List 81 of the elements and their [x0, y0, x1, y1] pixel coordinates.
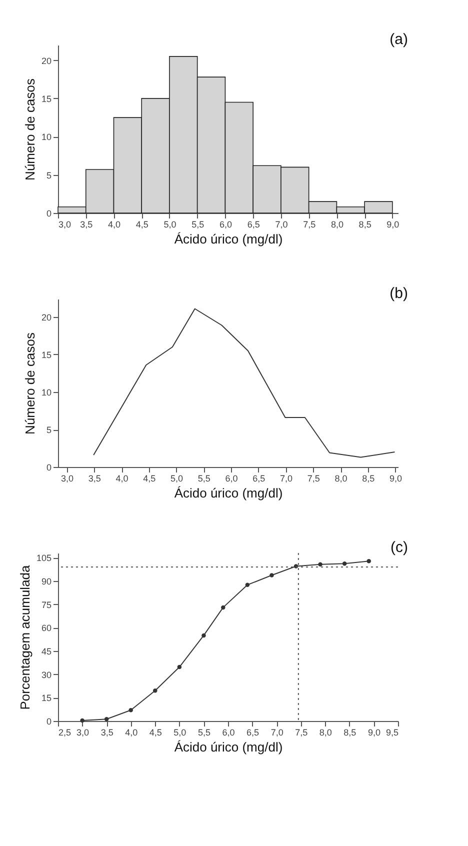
- y-tick-label: 15: [41, 350, 52, 360]
- y-tick-label: 0: [46, 716, 52, 726]
- point: [153, 688, 158, 693]
- x-tick-label: 3,5: [80, 220, 93, 230]
- x-tick-label: 3,0: [76, 728, 90, 738]
- x-tick-label: 7,0: [280, 474, 293, 484]
- x-tick-label: 4,5: [143, 474, 156, 484]
- x-tick-label: 9,5: [386, 728, 398, 738]
- x-tick-label: 6,5: [247, 220, 260, 230]
- x-tick-label: 6,0: [222, 728, 235, 738]
- x-tick-label: 2,5: [58, 728, 72, 738]
- point: [342, 561, 347, 566]
- x-tick-label: 6,5: [246, 728, 260, 738]
- x-tick-label: 8,0: [334, 474, 348, 484]
- y-tick-label: 15: [41, 94, 52, 104]
- x-tick-label: 8,0: [319, 728, 332, 738]
- x-axis-title: Ácido úrico (mg/dl): [174, 740, 283, 754]
- y-tick-label: 105: [36, 553, 52, 564]
- y-tick-label: 30: [41, 670, 52, 680]
- y-tick-label: 5: [46, 425, 52, 435]
- x-tick-label: 4,0: [125, 728, 138, 738]
- y-tick-label: 15: [41, 693, 52, 704]
- point: [80, 718, 84, 723]
- x-tick-label: 9,0: [368, 728, 380, 738]
- point: [128, 708, 133, 712]
- y-tick-label: 20: [41, 56, 52, 66]
- x-tick-label: 8,5: [344, 728, 356, 738]
- annotation: (b): [390, 285, 408, 302]
- x-tick-label: 6,0: [219, 220, 232, 230]
- y-tick-label: 45: [41, 646, 52, 656]
- x-tick-label: 4,5: [149, 728, 162, 738]
- y-tick-label: 0: [46, 208, 52, 218]
- x-tick-label: 3,0: [58, 220, 72, 230]
- point: [318, 562, 322, 566]
- y-axis-title: Número de casos: [22, 332, 38, 434]
- x-tick-label: 5,5: [198, 728, 210, 738]
- y-tick-label: 10: [41, 132, 52, 142]
- y-tick-label: 20: [41, 312, 52, 322]
- point: [245, 582, 250, 588]
- x-tick-label: 7,0: [270, 728, 284, 738]
- x-tick-label: 6,0: [225, 474, 238, 484]
- x-tick-label: 7,0: [275, 220, 288, 230]
- x-tick-label: 4,5: [136, 220, 148, 230]
- x-tick-label: 7,5: [295, 728, 308, 738]
- x-tick-label: 5,0: [174, 728, 186, 738]
- y-tick-label: 5: [46, 170, 52, 180]
- y-tick-label: 75: [41, 600, 52, 610]
- point: [177, 664, 182, 670]
- x-tick-label: 3,5: [100, 728, 114, 738]
- x-tick-label: 7,5: [307, 474, 320, 484]
- point: [202, 633, 206, 638]
- x-tick-label: 6,5: [252, 474, 266, 484]
- x-tick-label: 3,0: [61, 474, 74, 484]
- x-tick-label: 8,5: [362, 474, 375, 484]
- x-tick-label: 5,5: [192, 220, 204, 230]
- point: [104, 717, 109, 722]
- x-tick-label: 9,0: [390, 474, 402, 484]
- x-axis-title: Ácido úrico (mg/dl): [174, 232, 283, 246]
- x-tick-label: 9,0: [386, 220, 400, 230]
- x-tick-label: 8,0: [330, 220, 344, 230]
- x-tick-label: 7,5: [303, 220, 316, 230]
- annotation: (a): [390, 31, 408, 48]
- annotation: (c): [390, 539, 408, 556]
- point: [270, 573, 274, 578]
- y-axis-title: Número de casos: [22, 78, 38, 180]
- x-tick-label: 8,5: [358, 220, 372, 230]
- x-tick-label: 5,0: [170, 474, 184, 484]
- x-tick-label: 4,0: [116, 474, 128, 484]
- point: [366, 558, 371, 564]
- x-tick-label: 4,0: [108, 220, 120, 230]
- x-tick-label: 5,0: [164, 220, 176, 230]
- point: [221, 605, 226, 610]
- y-tick-label: 60: [41, 623, 52, 634]
- y-tick-label: 90: [41, 576, 52, 586]
- y-tick-label: 10: [41, 388, 52, 398]
- line-series: [93, 308, 396, 458]
- y-tick-label: 0: [46, 462, 52, 472]
- x-tick-label: 3,5: [88, 474, 101, 484]
- x-axis-title: Ácido úrico (mg/dl): [174, 486, 283, 500]
- y-axis-title: Porcentagem acumulada: [17, 564, 32, 710]
- x-tick-label: 5,5: [198, 474, 210, 484]
